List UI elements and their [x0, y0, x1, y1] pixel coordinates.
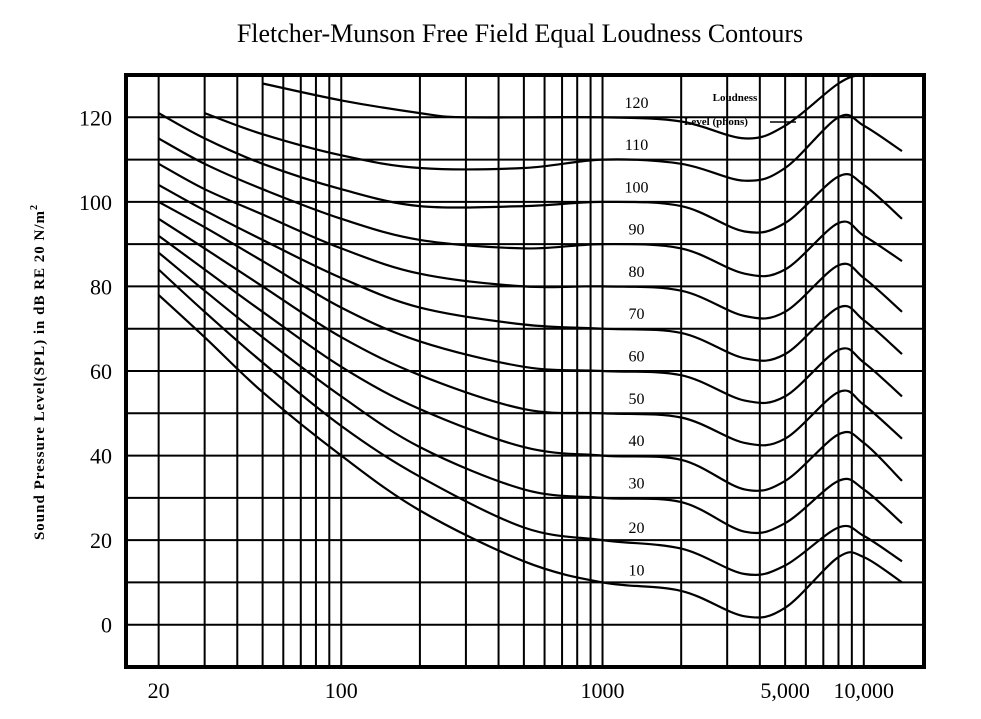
contour-curve-110 — [204, 112, 903, 182]
contour-curves — [157, 75, 903, 619]
y-axis-label-superscript: 2 — [29, 204, 40, 210]
contour-curve-50 — [158, 217, 903, 447]
legend-title-line2: Level (phons) — [684, 116, 748, 128]
contour-label-60: 60 — [629, 348, 645, 365]
y-tick-label: 20 — [90, 528, 112, 553]
y-axis-label-text: Sound Pressure Level(SPL) in dB RE 20 N/… — [32, 210, 48, 540]
plot-area — [124, 73, 926, 669]
contour-curve-90 — [158, 137, 903, 278]
contour-label-100: 100 — [625, 179, 649, 196]
contour-labels: 10 20 30 40 50 60 70 80 90 100 110 120 — [625, 95, 649, 580]
plot-frame — [124, 73, 926, 669]
legend-title-line1: Loudness — [713, 92, 758, 104]
contour-curve-10 — [157, 294, 903, 619]
contour-label-50: 50 — [629, 391, 645, 408]
contour-label-20: 20 — [629, 520, 645, 537]
contour-label-10: 10 — [629, 562, 645, 579]
contour-label-110: 110 — [625, 137, 648, 154]
x-axis-ticks: 20 100 1000 5,000 10,000 — [148, 678, 894, 703]
contour-label-40: 40 — [629, 433, 645, 450]
contour-curve-100 — [158, 112, 903, 234]
contour-curve-30 — [157, 251, 903, 535]
y-tick-label: 40 — [90, 444, 112, 469]
contour-curve-60 — [158, 200, 903, 405]
contour-label-80: 80 — [629, 264, 645, 281]
x-tick-label: 20 — [148, 678, 170, 703]
y-axis-label: Sound Pressure Level(SPL) in dB RE 20 N/… — [29, 204, 48, 540]
contour-label-30: 30 — [629, 475, 645, 492]
x-tick-label: 100 — [325, 678, 358, 703]
contour-curve-80 — [158, 162, 903, 320]
contour-curve-70 — [158, 183, 903, 362]
contour-label-90: 90 — [629, 222, 645, 239]
y-tick-label: 100 — [79, 190, 112, 215]
x-tick-label: 5,000 — [760, 678, 810, 703]
x-tick-label: 10,000 — [834, 678, 895, 703]
contour-label-120: 120 — [625, 95, 649, 112]
grid-lines — [126, 74, 924, 668]
y-tick-label: 120 — [79, 105, 112, 130]
chart-title: Fletcher-Munson Free Field Equal Loudnes… — [237, 19, 803, 48]
y-tick-label: 60 — [90, 359, 112, 384]
legend: Loudness Level (phons) — [684, 92, 796, 128]
contour-curve-40 — [157, 234, 903, 492]
contour-curve-120 — [262, 75, 902, 140]
y-tick-label: 0 — [101, 613, 112, 638]
contour-curve-20 — [157, 268, 903, 577]
x-tick-label: 1000 — [581, 678, 625, 703]
contour-label-70: 70 — [629, 306, 645, 323]
y-tick-label: 80 — [90, 274, 112, 299]
y-axis-ticks: 0 20 40 60 80 100 120 — [79, 105, 112, 637]
